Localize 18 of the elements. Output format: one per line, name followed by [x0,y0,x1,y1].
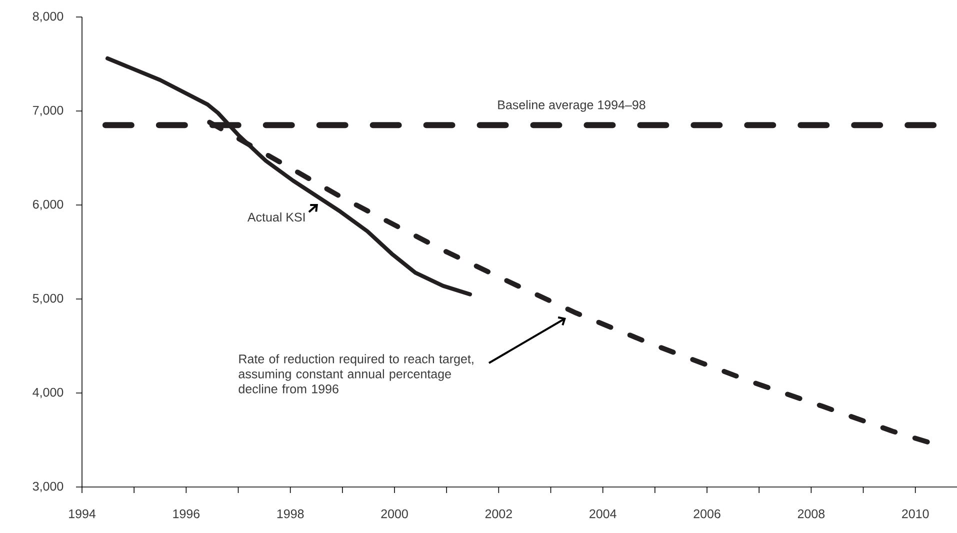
y-tick-label: 3,000 [32,482,64,492]
x-tick-label: 2004 [590,509,616,518]
series-label: Baseline average 1994–98 [498,100,646,112]
annotation: Rate of reduction required to reach target, assuming constant annual percentage decline from 1996 [238,354,474,394]
x-tick-label: 2010 [902,509,929,518]
x-tick-label: 2008 [798,509,825,518]
x-tick-label: 1998 [277,509,304,518]
x-tick-label: 2006 [694,509,720,518]
x-tick-label: 2002 [485,509,512,518]
y-tick-label: 8,000 [32,12,64,22]
x-tick-label: 1994 [69,509,96,518]
y-tick-label: 6,000 [33,200,64,210]
y-tick-label: 7,000 [33,106,64,116]
y-tick-label: 4,000 [32,388,64,398]
x-tick-label: 2000 [381,509,408,518]
annotation: Actual KSI [247,212,305,222]
x-tick-label: 1996 [173,509,200,518]
y-tick-label: 5,000 [32,294,64,304]
